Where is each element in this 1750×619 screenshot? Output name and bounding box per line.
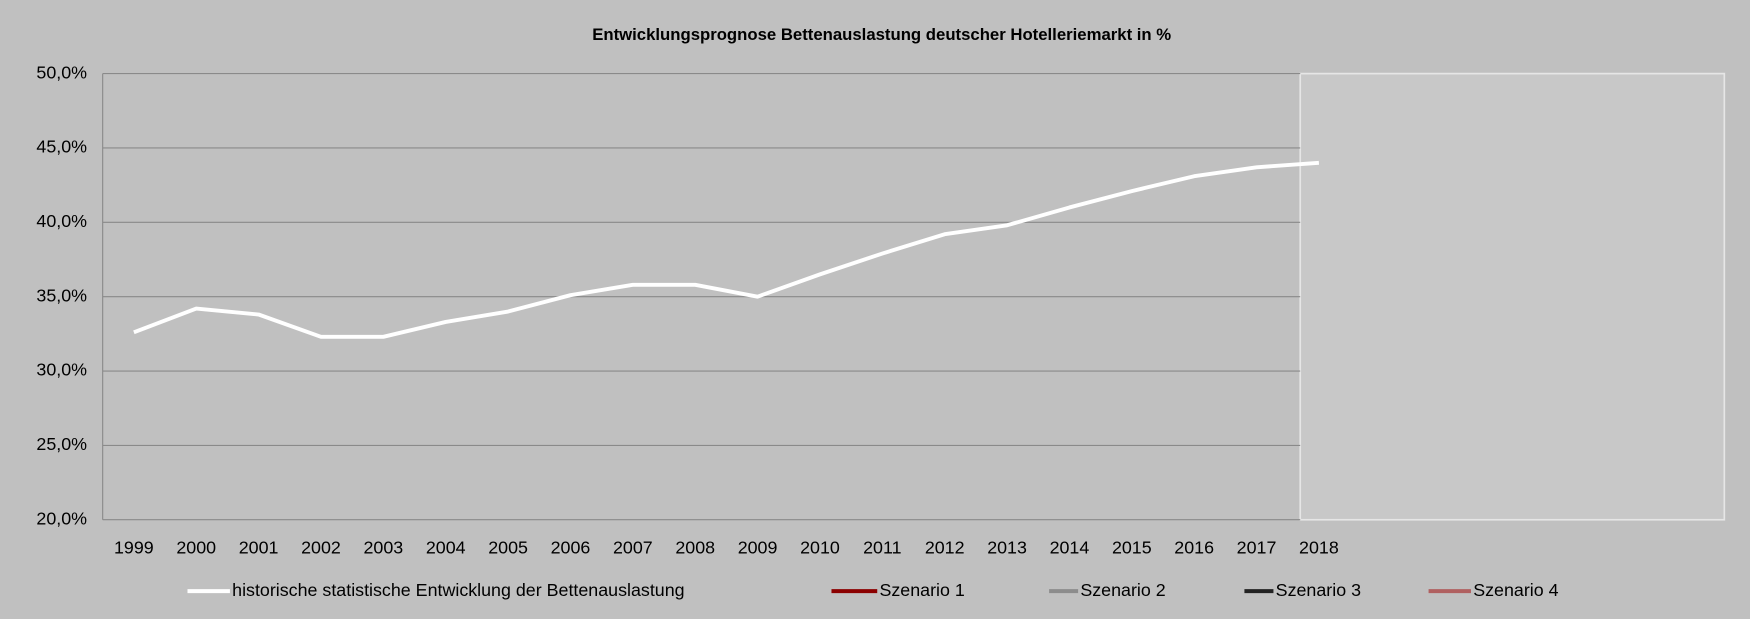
x-tick-label: 2003: [363, 537, 403, 557]
legend-label: Szenario 2: [1080, 580, 1165, 600]
x-tick-label: 2000: [176, 537, 216, 557]
chart-title: Entwicklungsprognose Bettenauslastung de…: [592, 25, 1171, 44]
x-tick-label: 2001: [239, 537, 279, 557]
x-tick-label: 2014: [1050, 537, 1090, 557]
x-tick-label: 2010: [800, 537, 840, 557]
y-tick-label: 25,0%: [36, 434, 87, 454]
forecast-area: [1299, 72, 1726, 521]
y-tick-label: 35,0%: [36, 285, 87, 305]
x-tick-label: 2011: [863, 537, 901, 557]
x-tick-label: 2008: [675, 537, 715, 557]
y-tick-label: 30,0%: [36, 360, 87, 380]
x-tick-label: 2002: [301, 537, 341, 557]
x-tick-label: 2012: [925, 537, 965, 557]
y-tick-label: 45,0%: [36, 137, 87, 157]
x-tick-label: 2018: [1299, 537, 1339, 557]
legend-label: Szenario 4: [1473, 580, 1558, 600]
x-tick-label: 2015: [1112, 537, 1152, 557]
x-tick-label: 2016: [1174, 537, 1214, 557]
legend-label: historische statistische Entwicklung der…: [232, 580, 684, 600]
y-tick-label: 20,0%: [36, 508, 87, 528]
y-tick-label: 40,0%: [36, 211, 87, 231]
y-tick-label: 50,0%: [36, 62, 87, 82]
x-tick-label: 2009: [738, 537, 778, 557]
x-tick-label: 2006: [551, 537, 591, 557]
x-tick-label: 2017: [1237, 537, 1277, 557]
x-tick-label: 2004: [426, 537, 466, 557]
x-tick-label: 2005: [488, 537, 528, 557]
data-line: [133, 160, 1320, 339]
x-tick-label: 1999: [114, 537, 154, 557]
x-tick-label: 2007: [613, 537, 653, 557]
legend-label: Szenario 1: [879, 580, 964, 600]
legend-label: Szenario 3: [1276, 580, 1361, 600]
x-tick-label: 2013: [987, 537, 1027, 557]
